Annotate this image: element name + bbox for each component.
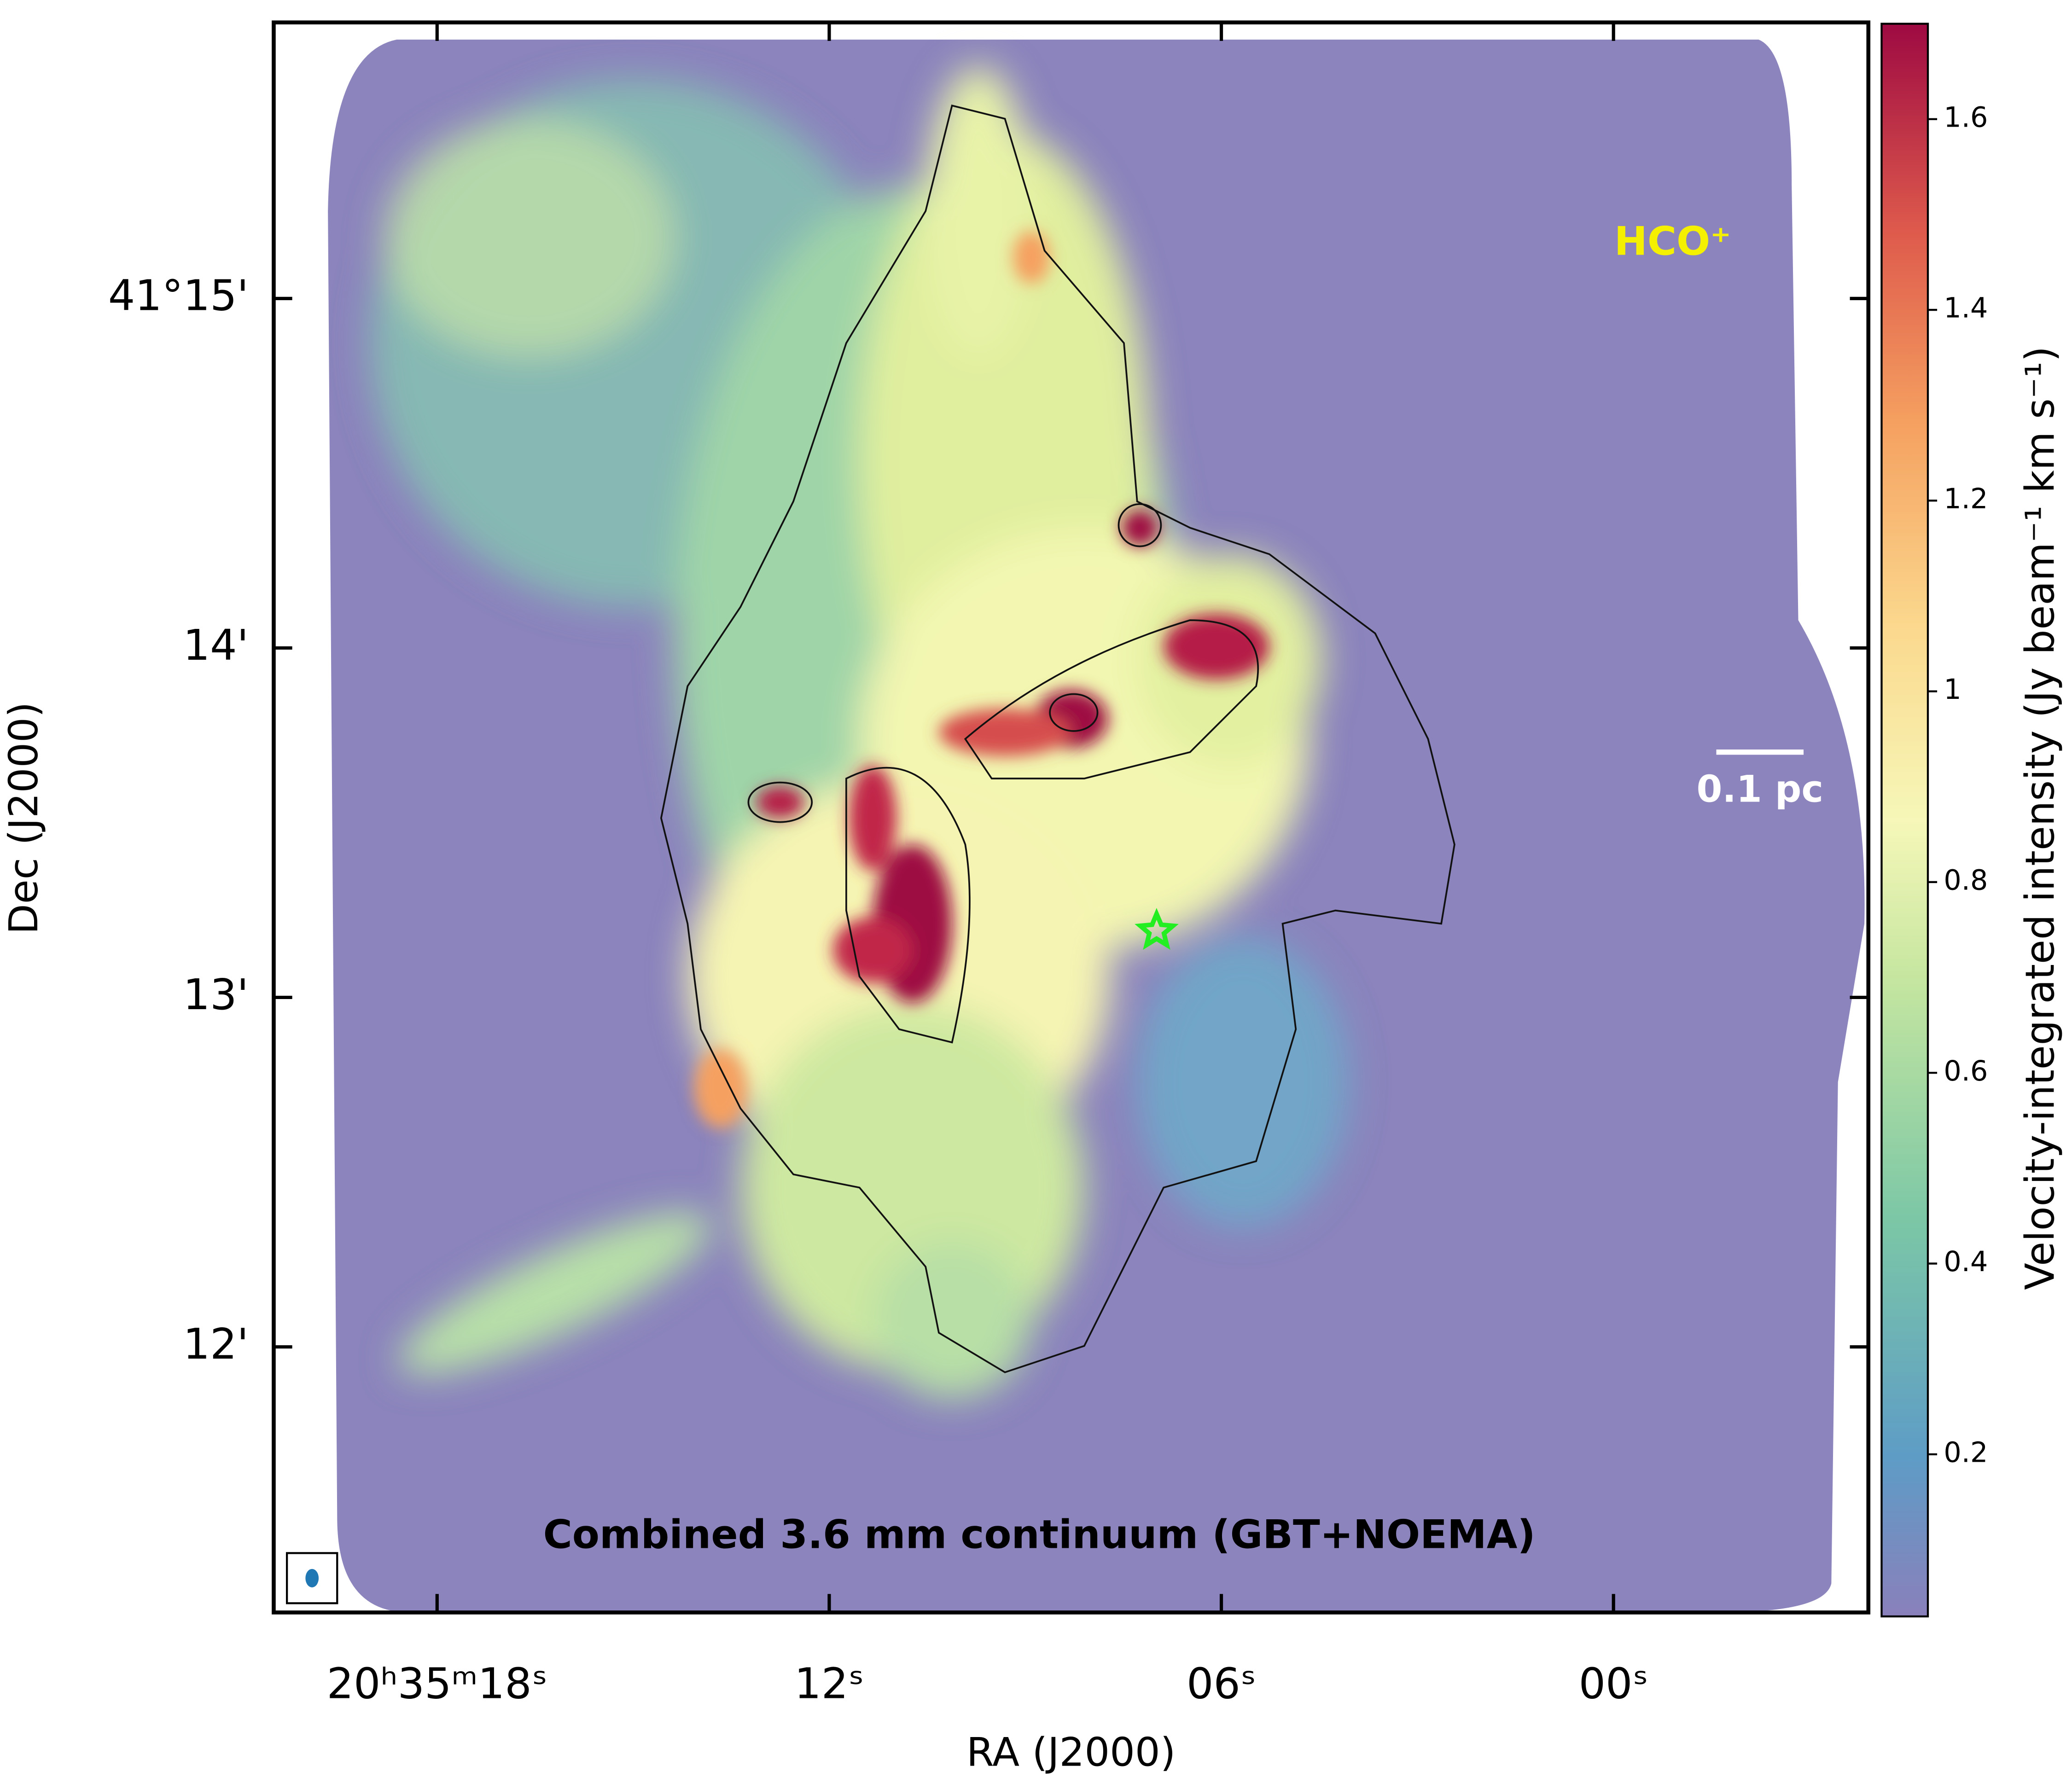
beam-box xyxy=(286,1552,338,1604)
colorbar-label: Velocity-integrated intensity (Jy beam⁻¹… xyxy=(2017,346,2063,1290)
x-axis-label: RA (J2000) xyxy=(966,1729,1176,1775)
emission-peaks xyxy=(694,231,1269,1128)
source-marker xyxy=(1135,908,1179,950)
y-tick-label: 12' xyxy=(183,1319,249,1369)
x-tick-label: 06ˢ xyxy=(1187,1659,1256,1708)
y-tick-label: 14' xyxy=(183,621,249,670)
beam xyxy=(305,1569,319,1587)
caption: Combined 3.6 mm continuum (GBT+NOEMA) xyxy=(543,1512,1536,1558)
y-axis-label: Dec (J2000) xyxy=(1,702,47,935)
colorbar-tick-label: 1.4 xyxy=(1944,292,1988,325)
x-tick-label: 00ˢ xyxy=(1579,1659,1648,1708)
colorbar-tick-label: 0.2 xyxy=(1944,1436,1988,1469)
colorbar-tick-label: 1.2 xyxy=(1944,483,1988,515)
contours xyxy=(660,105,1455,1373)
line-label: HCO⁺ xyxy=(1614,219,1731,265)
colorbar-tick-label: 0.6 xyxy=(1944,1055,1988,1087)
x-tick-label: 12ˢ xyxy=(794,1659,864,1708)
colorbar xyxy=(1880,23,1929,1618)
colorbar-tick-label: 1 xyxy=(1944,674,1961,706)
axes-frame xyxy=(272,20,1871,1615)
y-tick-label: 41°15' xyxy=(108,271,249,320)
map-image xyxy=(328,39,1865,1613)
colorbar-tick-label: 0.8 xyxy=(1944,865,1988,897)
scale-label: 0.1 pc xyxy=(1696,767,1823,811)
x-tick-label: 20ʰ35ᵐ18ˢ xyxy=(327,1659,547,1708)
y-tick-label: 13' xyxy=(183,970,249,1019)
colorbar-tick-label: 1.6 xyxy=(1944,101,1988,134)
colorbar-tick-label: 0.4 xyxy=(1944,1246,1988,1278)
